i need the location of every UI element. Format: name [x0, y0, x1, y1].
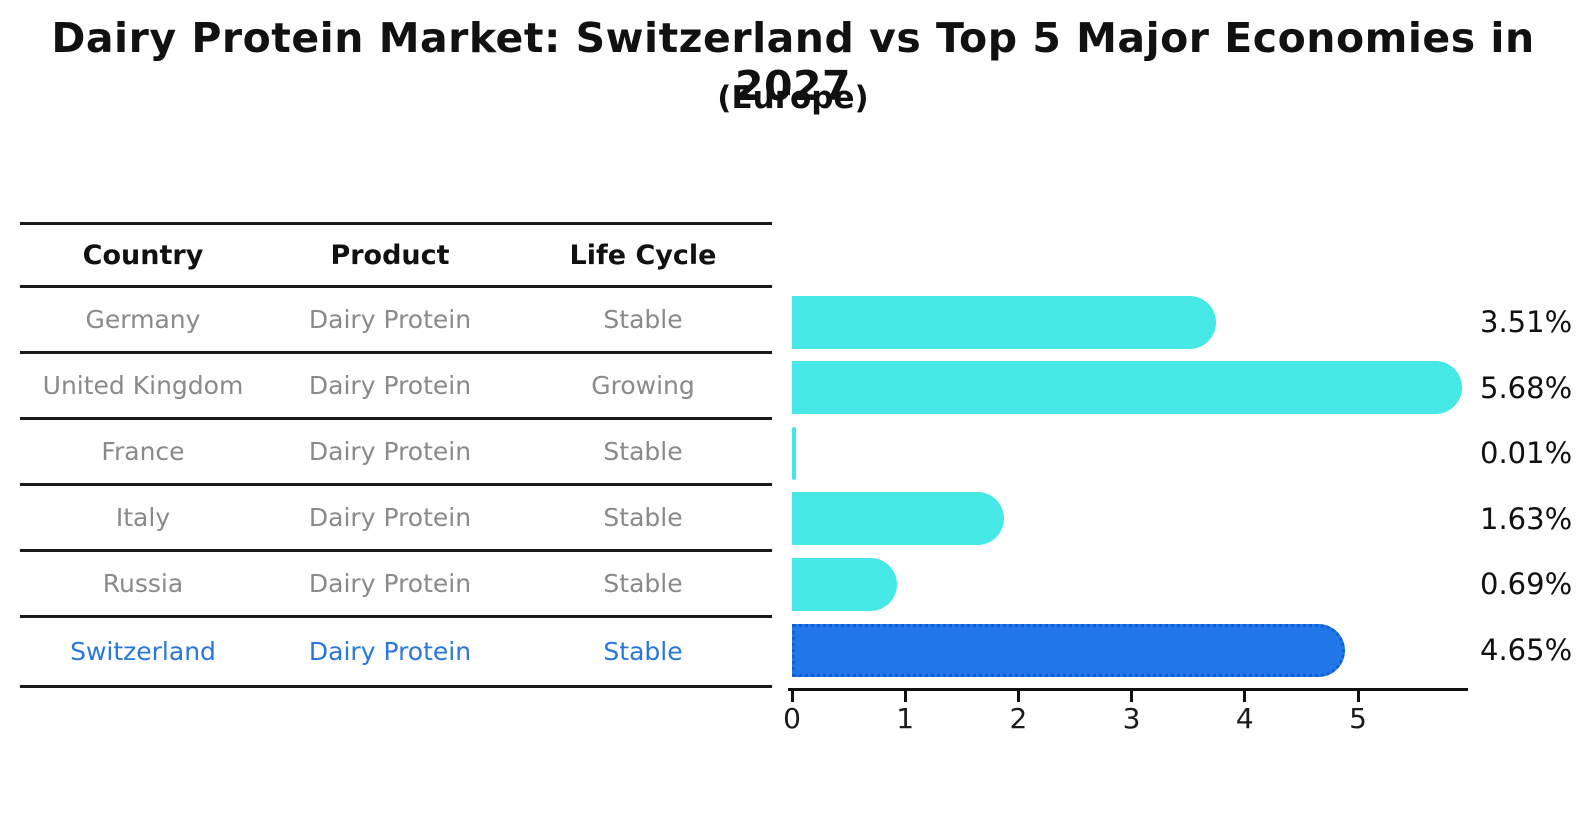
x-axis-tick-label: 5 [1349, 702, 1367, 735]
table-cell-life-cycle: Stable [603, 503, 683, 532]
table-header-life-cycle: Life Cycle [569, 239, 717, 271]
x-axis-tick [1130, 691, 1134, 702]
x-axis-tick [1243, 691, 1247, 702]
table-header-row: Country Product Life Cycle [20, 225, 772, 288]
bar-united-kingdom [792, 361, 1462, 415]
bar-russia [792, 557, 898, 611]
x-axis-tick [1356, 691, 1360, 702]
table-body: Germany Dairy Protein Stable United Kingdom… [20, 288, 772, 688]
x-axis-tick-label: 3 [1122, 702, 1141, 735]
table-cell-country: France [101, 437, 185, 466]
table-header-country: Country [82, 239, 204, 271]
x-axis-tick [903, 691, 907, 702]
table-cell-life-cycle: Stable [603, 569, 683, 598]
table-cell-country: Switzerland [70, 637, 216, 666]
table-header-product: Product [330, 239, 450, 271]
bar-value-label: 1.63% [1480, 501, 1573, 536]
table-row: Switzerland Dairy Protein Stable [20, 618, 772, 688]
table-row: Italy Dairy Protein Stable [20, 486, 772, 552]
chart-title: Dairy Protein Market: Switzerland vs Top… [51, 14, 1535, 110]
table-cell-life-cycle: Stable [603, 437, 683, 466]
table-row: Germany Dairy Protein Stable [20, 288, 772, 354]
table-cell-product: Dairy Protein [308, 437, 472, 466]
chart-subtitle: (Europe) [717, 80, 869, 116]
x-axis-tick-label: 4 [1235, 702, 1254, 735]
bar-switzerland [792, 623, 1346, 677]
table-row: United Kingdom Dairy Protein Growing [20, 354, 772, 420]
bar-value-label: 0.69% [1480, 567, 1573, 602]
x-axis-line [788, 688, 1468, 691]
table-cell-country: United Kingdom [42, 371, 244, 400]
x-axis-tick [790, 691, 794, 702]
table-cell-product: Dairy Protein [308, 305, 472, 334]
x-axis-tick-label: 0 [783, 702, 801, 735]
table-row: Russia Dairy Protein Stable [20, 552, 772, 618]
bar-value-label: 3.51% [1480, 305, 1573, 339]
table-cell-life-cycle: Stable [603, 305, 683, 334]
table-cell-product: Dairy Protein [308, 637, 472, 666]
bar-value-label: 4.65% [1480, 633, 1573, 667]
table-cell-country: Russia [102, 569, 184, 598]
bar-france [792, 426, 796, 480]
table-row: France Dairy Protein Stable [20, 420, 772, 486]
table-cell-product: Dairy Protein [308, 371, 472, 400]
table-cell-country: Germany [85, 305, 201, 334]
table-cell-life-cycle: Stable [603, 637, 683, 666]
bar-italy [792, 492, 1004, 546]
table-cell-country: Italy [115, 503, 171, 532]
bar-germany [792, 295, 1217, 349]
table-cell-product: Dairy Protein [308, 569, 472, 598]
x-axis-tick-label: 2 [1009, 702, 1028, 735]
bar-value-label: 0.01% [1480, 436, 1573, 471]
table-cell-product: Dairy Protein [308, 503, 472, 532]
bar-value-label: 5.68% [1480, 370, 1573, 405]
x-axis-tick-label: 1 [896, 702, 915, 735]
table-cell-life-cycle: Growing [591, 371, 695, 400]
country-table: Country Product Life Cycle Germany Dairy … [20, 222, 772, 688]
x-axis-tick [1016, 691, 1020, 702]
